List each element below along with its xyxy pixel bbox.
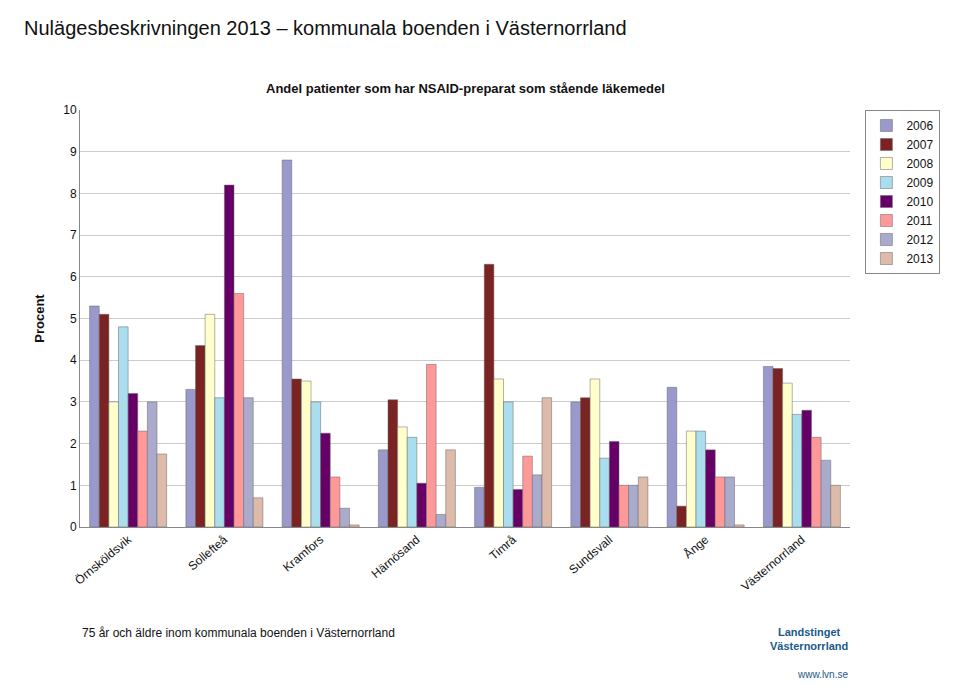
svg-text:8: 8: [70, 187, 77, 201]
svg-text:75 år och äldre inom kommunala: 75 år och äldre inom kommunala boenden i…: [82, 626, 395, 640]
svg-text:0: 0: [70, 520, 77, 534]
svg-text:Timrå: Timrå: [487, 532, 519, 562]
svg-text:2008: 2008: [906, 157, 933, 171]
svg-text:Andel patienter som har NSAID-: Andel patienter som har NSAID-preparat s…: [266, 81, 665, 96]
svg-text:www.lvn.se: www.lvn.se: [797, 669, 848, 680]
svg-text:2009: 2009: [906, 176, 933, 190]
svg-text:Härnösand: Härnösand: [369, 533, 423, 581]
svg-text:7: 7: [70, 228, 77, 242]
svg-text:9: 9: [70, 145, 77, 159]
svg-text:Sundsvall: Sundsvall: [566, 533, 615, 577]
svg-text:LandstingetVästernorrland: LandstingetVästernorrland: [770, 626, 848, 652]
svg-text:2006: 2006: [906, 119, 933, 133]
svg-text:10: 10: [63, 103, 77, 117]
svg-text:Västernorrland: Västernorrland: [738, 533, 807, 594]
svg-text:2013: 2013: [906, 252, 933, 266]
svg-text:2012: 2012: [906, 233, 933, 247]
svg-text:Ånge: Ånge: [680, 532, 711, 562]
svg-text:5: 5: [70, 312, 77, 326]
svg-text:Örnsköldsvik: Örnsköldsvik: [72, 532, 134, 588]
svg-text:Procent: Procent: [32, 294, 47, 343]
svg-text:2: 2: [70, 437, 77, 451]
svg-text:6: 6: [70, 270, 77, 284]
svg-text:3: 3: [70, 395, 77, 409]
svg-text:2010: 2010: [906, 195, 933, 209]
svg-text:Kramfors: Kramfors: [280, 533, 326, 575]
svg-text:4: 4: [70, 353, 77, 367]
svg-text:2007: 2007: [906, 138, 933, 152]
svg-text:2011: 2011: [906, 214, 932, 228]
svg-text:Nulägesbeskrivningen 2013 – ko: Nulägesbeskrivningen 2013 – kommunala bo…: [24, 17, 627, 39]
svg-text:1: 1: [70, 479, 77, 493]
svg-text:Sollefteå: Sollefteå: [185, 532, 230, 573]
